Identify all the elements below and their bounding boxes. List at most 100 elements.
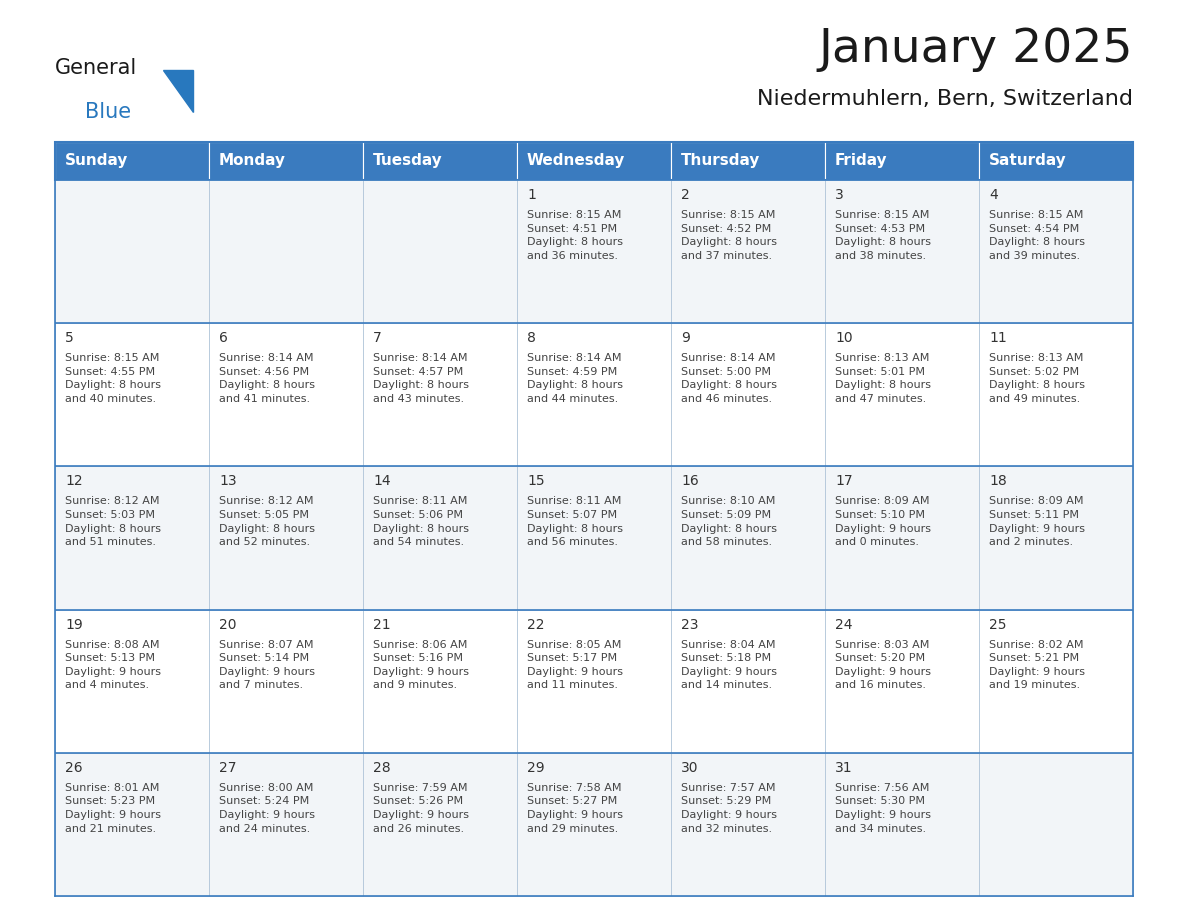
Bar [55,753,209,896]
Text: Sunrise: 8:15 AM
Sunset: 4:52 PM
Daylight: 8 hours
and 37 minutes.: Sunrise: 8:15 AM Sunset: 4:52 PM Dayligh… [681,210,777,261]
Text: Friday: Friday [835,153,887,169]
Text: 6: 6 [219,331,228,345]
Text: Sunrise: 8:13 AM
Sunset: 5:02 PM
Daylight: 8 hours
and 49 minutes.: Sunrise: 8:13 AM Sunset: 5:02 PM Dayligh… [988,353,1085,404]
Text: Sunrise: 7:57 AM
Sunset: 5:29 PM
Daylight: 9 hours
and 32 minutes.: Sunrise: 7:57 AM Sunset: 5:29 PM Dayligh… [681,783,777,834]
Text: Sunrise: 8:01 AM
Sunset: 5:23 PM
Daylight: 9 hours
and 21 minutes.: Sunrise: 8:01 AM Sunset: 5:23 PM Dayligh… [65,783,162,834]
Text: Sunrise: 8:04 AM
Sunset: 5:18 PM
Daylight: 9 hours
and 14 minutes.: Sunrise: 8:04 AM Sunset: 5:18 PM Dayligh… [681,640,777,690]
Text: 17: 17 [835,475,853,488]
Bar [364,753,517,896]
Text: 24: 24 [835,618,853,632]
Bar [824,466,979,610]
Text: 5: 5 [65,331,74,345]
Text: 28: 28 [373,761,391,775]
Text: Sunrise: 7:58 AM
Sunset: 5:27 PM
Daylight: 9 hours
and 29 minutes.: Sunrise: 7:58 AM Sunset: 5:27 PM Dayligh… [527,783,623,834]
Text: Sunday: Sunday [65,153,128,169]
Text: 8: 8 [527,331,536,345]
Bar [824,180,979,323]
Text: Sunrise: 8:11 AM
Sunset: 5:07 PM
Daylight: 8 hours
and 56 minutes.: Sunrise: 8:11 AM Sunset: 5:07 PM Dayligh… [527,497,623,547]
Text: Sunrise: 8:14 AM
Sunset: 4:57 PM
Daylight: 8 hours
and 43 minutes.: Sunrise: 8:14 AM Sunset: 4:57 PM Dayligh… [373,353,469,404]
Text: Sunrise: 8:14 AM
Sunset: 4:56 PM
Daylight: 8 hours
and 41 minutes.: Sunrise: 8:14 AM Sunset: 4:56 PM Dayligh… [219,353,315,404]
Bar [671,753,824,896]
Text: 7: 7 [373,331,381,345]
Bar [671,466,824,610]
Bar [517,610,671,753]
Text: 30: 30 [681,761,699,775]
Text: 16: 16 [681,475,699,488]
Text: Sunrise: 8:00 AM
Sunset: 5:24 PM
Daylight: 9 hours
and 24 minutes.: Sunrise: 8:00 AM Sunset: 5:24 PM Dayligh… [219,783,315,834]
Bar [979,753,1133,896]
Text: Sunrise: 8:15 AM
Sunset: 4:54 PM
Daylight: 8 hours
and 39 minutes.: Sunrise: 8:15 AM Sunset: 4:54 PM Dayligh… [988,210,1085,261]
Text: Sunrise: 8:15 AM
Sunset: 4:51 PM
Daylight: 8 hours
and 36 minutes.: Sunrise: 8:15 AM Sunset: 4:51 PM Dayligh… [527,210,623,261]
Text: 25: 25 [988,618,1006,632]
Text: 19: 19 [65,618,83,632]
Bar [209,610,364,753]
Text: Wednesday: Wednesday [527,153,625,169]
Bar [517,323,671,466]
Text: 15: 15 [527,475,544,488]
Text: 2: 2 [681,188,690,202]
Bar [517,753,671,896]
Text: Sunrise: 8:11 AM
Sunset: 5:06 PM
Daylight: 8 hours
and 54 minutes.: Sunrise: 8:11 AM Sunset: 5:06 PM Dayligh… [373,497,469,547]
Polygon shape [163,70,192,112]
Bar [824,753,979,896]
Text: Sunrise: 8:12 AM
Sunset: 5:03 PM
Daylight: 8 hours
and 51 minutes.: Sunrise: 8:12 AM Sunset: 5:03 PM Dayligh… [65,497,162,547]
Bar [517,142,671,180]
Text: 22: 22 [527,618,544,632]
Text: Monday: Monday [219,153,286,169]
Text: Sunrise: 8:14 AM
Sunset: 4:59 PM
Daylight: 8 hours
and 44 minutes.: Sunrise: 8:14 AM Sunset: 4:59 PM Dayligh… [527,353,623,404]
Bar [979,180,1133,323]
Text: Saturday: Saturday [988,153,1067,169]
Text: Sunrise: 7:56 AM
Sunset: 5:30 PM
Daylight: 9 hours
and 34 minutes.: Sunrise: 7:56 AM Sunset: 5:30 PM Dayligh… [835,783,931,834]
Text: Blue: Blue [86,102,131,122]
Text: Sunrise: 8:03 AM
Sunset: 5:20 PM
Daylight: 9 hours
and 16 minutes.: Sunrise: 8:03 AM Sunset: 5:20 PM Dayligh… [835,640,931,690]
Bar [824,323,979,466]
Text: 31: 31 [835,761,853,775]
Text: 23: 23 [681,618,699,632]
Text: 12: 12 [65,475,83,488]
Bar [671,180,824,323]
Text: Thursday: Thursday [681,153,760,169]
Text: Sunrise: 7:59 AM
Sunset: 5:26 PM
Daylight: 9 hours
and 26 minutes.: Sunrise: 7:59 AM Sunset: 5:26 PM Dayligh… [373,783,469,834]
Text: 21: 21 [373,618,391,632]
Bar [364,466,517,610]
Text: 20: 20 [219,618,236,632]
Text: 14: 14 [373,475,391,488]
Text: Sunrise: 8:05 AM
Sunset: 5:17 PM
Daylight: 9 hours
and 11 minutes.: Sunrise: 8:05 AM Sunset: 5:17 PM Dayligh… [527,640,623,690]
Bar [671,142,824,180]
Bar [364,180,517,323]
Text: Sunrise: 8:02 AM
Sunset: 5:21 PM
Daylight: 9 hours
and 19 minutes.: Sunrise: 8:02 AM Sunset: 5:21 PM Dayligh… [988,640,1085,690]
Text: Tuesday: Tuesday [373,153,443,169]
Bar [364,142,517,180]
Bar [55,466,209,610]
Text: 26: 26 [65,761,83,775]
Bar [671,610,824,753]
Text: Sunrise: 8:15 AM
Sunset: 4:55 PM
Daylight: 8 hours
and 40 minutes.: Sunrise: 8:15 AM Sunset: 4:55 PM Dayligh… [65,353,162,404]
Text: 4: 4 [988,188,998,202]
Text: 13: 13 [219,475,236,488]
Text: 9: 9 [681,331,690,345]
Bar [517,180,671,323]
Bar [55,142,209,180]
Bar [364,323,517,466]
Text: 1: 1 [527,188,536,202]
Bar [209,466,364,610]
Text: General: General [55,58,138,78]
Bar [55,610,209,753]
Bar [209,323,364,466]
Text: Sunrise: 8:15 AM
Sunset: 4:53 PM
Daylight: 8 hours
and 38 minutes.: Sunrise: 8:15 AM Sunset: 4:53 PM Dayligh… [835,210,931,261]
Text: 18: 18 [988,475,1006,488]
Bar [671,323,824,466]
Bar [979,610,1133,753]
Text: 3: 3 [835,188,843,202]
Text: Sunrise: 8:08 AM
Sunset: 5:13 PM
Daylight: 9 hours
and 4 minutes.: Sunrise: 8:08 AM Sunset: 5:13 PM Dayligh… [65,640,162,690]
Text: Sunrise: 8:10 AM
Sunset: 5:09 PM
Daylight: 8 hours
and 58 minutes.: Sunrise: 8:10 AM Sunset: 5:09 PM Dayligh… [681,497,777,547]
Text: Niedermuhlern, Bern, Switzerland: Niedermuhlern, Bern, Switzerland [757,89,1133,109]
Text: 10: 10 [835,331,853,345]
Bar [55,323,209,466]
Text: Sunrise: 8:09 AM
Sunset: 5:11 PM
Daylight: 9 hours
and 2 minutes.: Sunrise: 8:09 AM Sunset: 5:11 PM Dayligh… [988,497,1085,547]
Text: 27: 27 [219,761,236,775]
Bar [979,142,1133,180]
Text: Sunrise: 8:14 AM
Sunset: 5:00 PM
Daylight: 8 hours
and 46 minutes.: Sunrise: 8:14 AM Sunset: 5:00 PM Dayligh… [681,353,777,404]
Bar [364,610,517,753]
Text: Sunrise: 8:07 AM
Sunset: 5:14 PM
Daylight: 9 hours
and 7 minutes.: Sunrise: 8:07 AM Sunset: 5:14 PM Dayligh… [219,640,315,690]
